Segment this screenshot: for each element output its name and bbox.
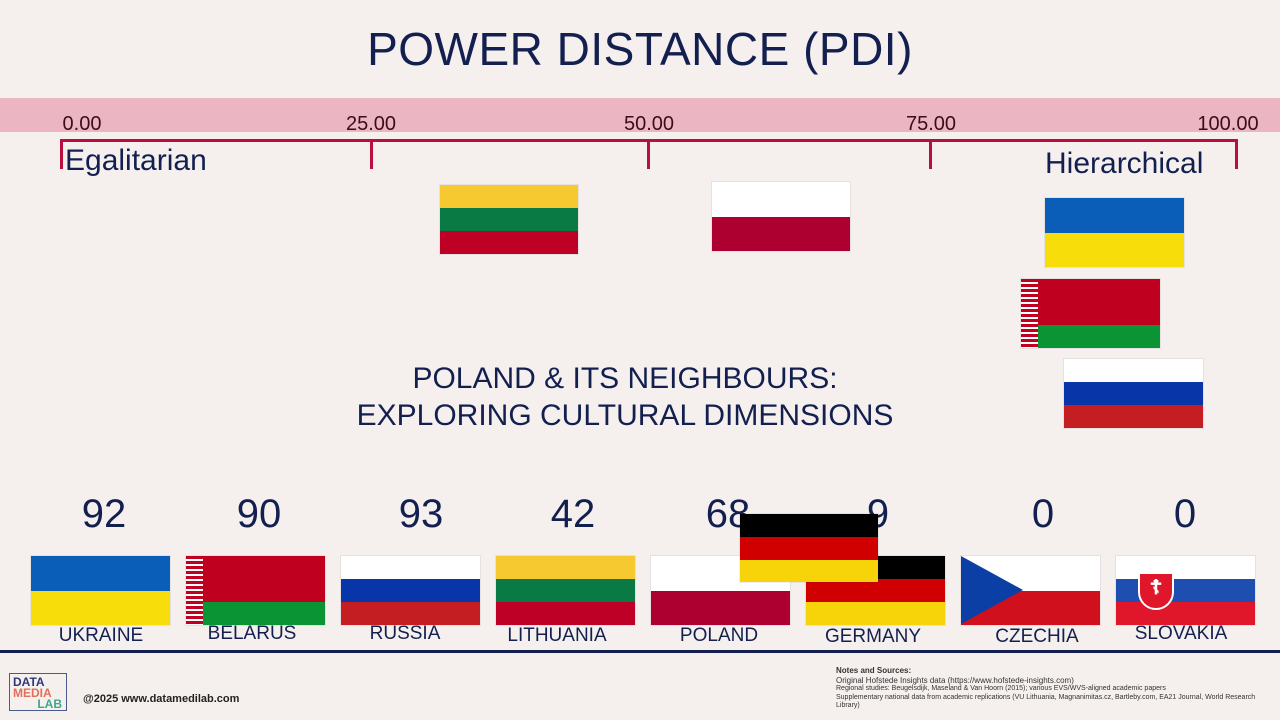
score-lithuania: 42 <box>550 492 596 536</box>
tick-0 <box>60 139 63 169</box>
tick-label-0: 0.00 <box>62 113 102 135</box>
datamedialab-logo: DATA MEDIA LAB <box>9 673 67 711</box>
country-label-germany: GERMANY <box>824 626 922 647</box>
notes-and-sources: Notes and Sources: Original Hofstede Ins… <box>836 666 1280 711</box>
notes-title: Notes and Sources: <box>836 666 912 675</box>
scale-band <box>0 98 1280 132</box>
flag-czechia <box>961 556 1100 625</box>
scale-flag-ukraine <box>1045 198 1184 267</box>
country-label-czechia: CZECHIA <box>995 626 1079 647</box>
page-title: POWER DISTANCE (PDI) <box>367 23 913 75</box>
slovak-coat-of-arms-icon: ☦ <box>1138 572 1174 610</box>
tick-label-50: 50.00 <box>623 113 675 135</box>
flag-ukraine <box>31 556 170 625</box>
logo-line-media: MEDIA <box>13 686 52 700</box>
scale-flag-russia <box>1064 359 1203 428</box>
score-ukraine: 92 <box>81 492 127 536</box>
flag-belarus <box>186 556 325 625</box>
logo-line-data: DATA <box>13 675 45 689</box>
scale-flag-belarus <box>1021 279 1160 348</box>
footer-divider <box>0 650 1280 653</box>
tick-100 <box>1235 139 1238 169</box>
country-label-belarus: BELARUS <box>207 623 297 644</box>
score-slovakia: 0 <box>1173 492 1197 536</box>
notes-line-1: Original Hofstede Insights data (https:/… <box>836 675 1074 685</box>
country-label-lithuania: LITHUANIA <box>507 625 607 646</box>
score-russia: 93 <box>398 492 444 536</box>
notes-line-3: Supplementary national data from academi… <box>836 693 1256 710</box>
egalitarian-label: Egalitarian <box>65 144 207 177</box>
subtitle-line2: EXPLORING CULTURAL DIMENSIONS <box>356 399 894 432</box>
country-label-slovakia: SLOVAKIA <box>1134 623 1228 644</box>
flag-russia <box>341 556 480 625</box>
logo-line-lab: LAB <box>37 697 62 711</box>
flag-lithuania <box>496 556 635 625</box>
tick-75 <box>929 139 932 169</box>
country-label-poland: POLAND <box>679 625 759 646</box>
scale-flag-lithuania <box>440 185 578 254</box>
tick-50 <box>647 139 650 169</box>
moving-flag-germany <box>740 514 878 582</box>
country-label-russia: RUSSIA <box>369 623 441 644</box>
hierarchical-label: Hierarchical <box>1045 147 1204 180</box>
subtitle: POLAND & ITS NEIGHBOURS: EXPLORING CULTU… <box>0 360 1250 434</box>
tick-label-25: 25.00 <box>345 113 397 135</box>
country-label-ukraine: UKRAINE <box>58 625 144 646</box>
subtitle-line1: POLAND & ITS NEIGHBOURS: <box>412 362 838 395</box>
notes-line-2: Regional studies: Beugelsdijk, Maseland … <box>836 685 1166 692</box>
tick-label-75: 75.00 <box>905 113 957 135</box>
copyright: @2025 www.datamedilab.com <box>83 693 240 705</box>
score-czechia: 0 <box>1031 492 1055 536</box>
flag-slovakia: ☦ <box>1116 556 1255 625</box>
tick-label-100: 100.00 <box>1197 113 1259 135</box>
score-belarus: 90 <box>236 492 282 536</box>
tick-25 <box>370 139 373 169</box>
scale-flag-poland <box>712 182 850 251</box>
